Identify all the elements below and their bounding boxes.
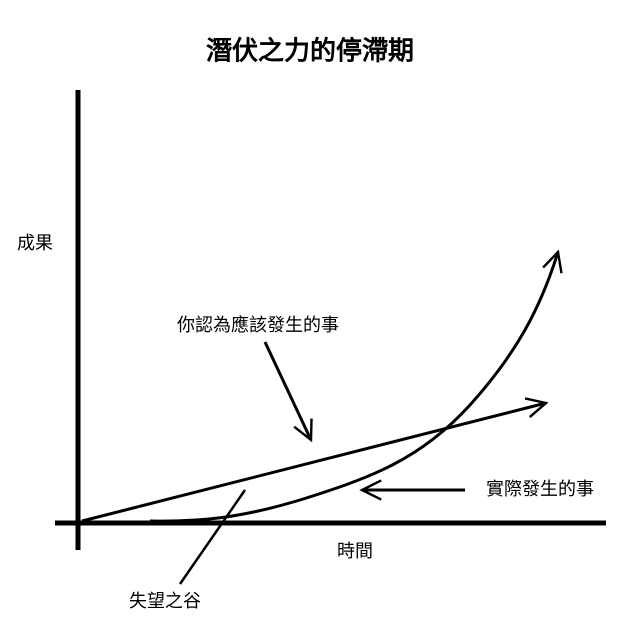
x-axis-label: 時間 xyxy=(337,541,373,562)
expected-label: 你認為應該發生的事 xyxy=(177,314,339,336)
expected-pointer xyxy=(263,341,311,440)
expected-line xyxy=(81,403,546,523)
y-axis-label: 成果 xyxy=(17,233,53,254)
valley-label: 失望之谷 xyxy=(129,591,201,612)
title: 潛伏之力的停滯期 xyxy=(206,36,414,67)
valley-pointer xyxy=(178,489,247,585)
actual-label: 實際發生的事 xyxy=(486,479,594,500)
